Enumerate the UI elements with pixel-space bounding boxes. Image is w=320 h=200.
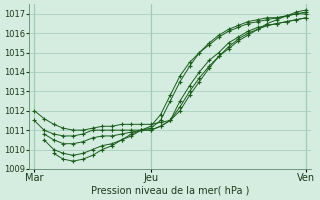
X-axis label: Pression niveau de la mer( hPa ): Pression niveau de la mer( hPa )	[91, 186, 250, 196]
